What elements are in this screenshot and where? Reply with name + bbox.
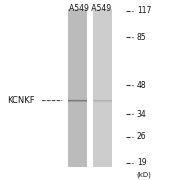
Bar bbox=[68, 99, 87, 100]
Text: 117: 117 bbox=[137, 6, 151, 15]
Text: (kD): (kD) bbox=[137, 172, 152, 178]
Text: A549 A549: A549 A549 bbox=[69, 4, 111, 13]
Bar bbox=[68, 100, 87, 101]
Text: KCNKF: KCNKF bbox=[7, 96, 35, 105]
Bar bbox=[68, 102, 87, 103]
Text: 48: 48 bbox=[137, 81, 146, 90]
Bar bbox=[68, 101, 87, 102]
Bar bbox=[93, 9, 112, 166]
Text: 19: 19 bbox=[137, 158, 146, 167]
Text: 26: 26 bbox=[137, 132, 146, 141]
Bar bbox=[93, 100, 112, 101]
Bar bbox=[68, 9, 87, 166]
Bar bbox=[93, 99, 112, 100]
Text: 34: 34 bbox=[137, 110, 147, 119]
Text: 85: 85 bbox=[137, 33, 146, 42]
Bar bbox=[93, 101, 112, 102]
Bar bbox=[93, 102, 112, 103]
